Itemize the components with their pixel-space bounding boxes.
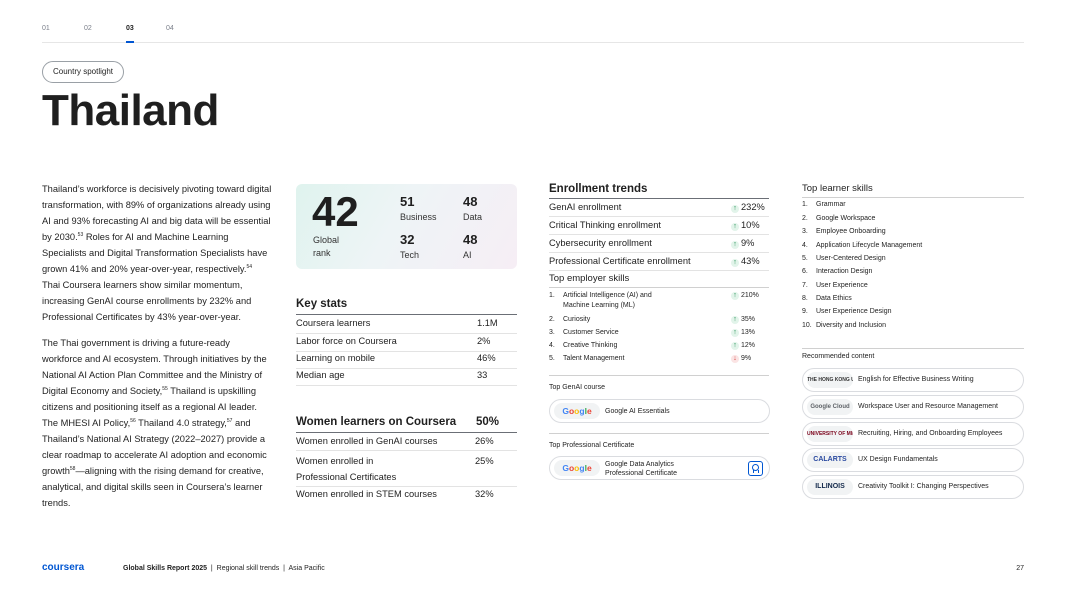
body-text: Thailand’s workforce is decisively pivot… xyxy=(42,181,272,521)
coursera-logo: coursera xyxy=(42,562,85,573)
course-name: Google AI Essentials xyxy=(605,408,670,415)
paragraph-2: The Thai government is driving a future-… xyxy=(42,338,267,508)
tab-01[interactable]: 01 xyxy=(42,25,50,32)
business-rank-label: Business xyxy=(400,212,437,222)
tab-03[interactable]: 03 xyxy=(126,25,134,43)
divider xyxy=(296,432,517,433)
hkust-logo: THE HONG KONG UNIVERSITY OF SCIENCE AND … xyxy=(807,372,853,388)
women-stat-row: Women enrolled in GenAI courses 26% xyxy=(296,434,517,451)
employer-skill-item: 2. Curiosity ↑ 35% xyxy=(549,316,756,324)
arrow-up-icon: ↑ xyxy=(731,342,739,350)
divider xyxy=(296,314,517,315)
arrow-up-icon: ↑ xyxy=(731,259,739,267)
key-stat-row: Median age 33 xyxy=(296,369,517,386)
tab-02[interactable]: 02 xyxy=(84,25,92,32)
arrow-up-icon: ↑ xyxy=(731,292,739,300)
rank-card: 42 Global rank 51 Business 48 Data 32 Te… xyxy=(296,184,517,269)
recommended-item[interactable]: Google Cloud Workspace User and Resource … xyxy=(802,395,1024,419)
recommended-item[interactable]: CALARTS UX Design Fundamentals xyxy=(802,448,1024,472)
top-prof-cert-heading: Top Professional Certificate xyxy=(549,442,635,449)
recommended-item[interactable]: THE HONG KONG UNIVERSITY OF SCIENCE AND … xyxy=(802,368,1024,392)
employer-skill-item: 4. Creative Thinking ↑ 12% xyxy=(549,342,756,350)
enrollment-row: GenAI enrollment ↑ 232% xyxy=(549,199,769,217)
recommended-item[interactable]: UNIVERSITY OF MINNESOTA Driven to Discov… xyxy=(802,422,1024,446)
key-stat-row: Learning on mobile 46% xyxy=(296,352,517,369)
women-stat-row: Women enrolled in Professional Certifica… xyxy=(296,451,517,487)
arrow-up-icon: ↑ xyxy=(731,316,739,324)
cert-name: Google Data Analytics Professional Certif… xyxy=(605,461,677,477)
enrollment-row: Critical Thinking enrollment ↑ 10% xyxy=(549,217,769,235)
divider xyxy=(549,287,769,288)
country-spotlight-badge: Country spotlight xyxy=(42,61,125,83)
women-learners-value: 50% xyxy=(476,416,500,428)
employer-skill-item: 5. Talent Management ↓ 9% xyxy=(549,355,752,363)
data-rank-label: Data xyxy=(463,212,483,222)
tech-rank-value: 32 xyxy=(400,232,415,247)
divider xyxy=(802,348,1024,349)
key-stat-row: Labor force on Coursera 2% xyxy=(296,334,517,352)
prof-cert-card[interactable]: Google Google Data Analytics Professional… xyxy=(549,456,770,480)
footer: coursera Global Skills Report 2025 | Reg… xyxy=(42,562,1024,578)
footnote-ref: 55 xyxy=(162,385,168,392)
footnote-ref: 57 xyxy=(226,417,233,424)
footnote-ref: 53 xyxy=(77,231,84,238)
divider xyxy=(549,433,769,434)
recommended-item[interactable]: ILLINOIS Creativity Toolkit I: Changing P… xyxy=(802,475,1024,499)
page-number: 27 xyxy=(1016,565,1024,572)
employer-skill-item: 1. Artificial Intelligence (AI) and Machi… xyxy=(549,292,759,309)
global-rank-value: 42 xyxy=(312,188,359,235)
global-rank-label: Global rank xyxy=(313,235,340,258)
paragraph-1: Thailand’s workforce is decisively pivot… xyxy=(42,184,272,322)
footer-breadcrumb: Global Skills Report 2025 | Regional ski… xyxy=(123,565,325,572)
tab-04[interactable]: 04 xyxy=(166,25,174,32)
footnote-ref: 58 xyxy=(69,465,76,472)
top-learner-skills-heading: Top learner skills xyxy=(802,183,873,194)
business-rank-value: 51 xyxy=(400,194,415,209)
google-cloud-logo: Google Cloud xyxy=(807,399,853,415)
divider xyxy=(802,197,1024,198)
genai-course-card[interactable]: Google Google AI Essentials xyxy=(549,399,770,423)
illinois-logo: ILLINOIS xyxy=(807,479,853,495)
arrow-up-icon: ↑ xyxy=(731,329,739,337)
arrow-up-icon: ↑ xyxy=(731,223,739,231)
page-title: Thailand xyxy=(42,86,219,135)
divider xyxy=(549,375,769,376)
women-stat-row: Women enrolled in STEM courses 32% xyxy=(296,489,494,499)
enrollment-trends-heading: Enrollment trends xyxy=(549,183,648,195)
section-tabs: 01 02 03 04 xyxy=(42,25,1024,43)
top-genai-course-heading: Top GenAI course xyxy=(549,384,606,391)
footnote-ref: 54 xyxy=(246,263,253,270)
google-logo: Google xyxy=(554,460,600,476)
divider xyxy=(549,198,769,199)
employer-skill-item: 3. Customer Service ↑ 13% xyxy=(549,329,756,337)
enrollment-row: Cybersecurity enrollment ↑ 9% xyxy=(549,235,769,253)
enrollment-row: Professional Certificate enrollment ↑ 43% xyxy=(549,253,769,271)
calarts-logo: CALARTS xyxy=(807,452,853,468)
ai-rank-label: AI xyxy=(463,250,472,260)
key-stat-row: Coursera learners 1.1M xyxy=(296,316,517,334)
top-employer-skills-heading: Top employer skills xyxy=(549,273,630,284)
google-logo: Google xyxy=(554,403,600,419)
tech-rank-label: Tech xyxy=(400,250,420,260)
women-learners-heading: Women learners on Coursera xyxy=(296,416,457,428)
arrow-up-icon: ↑ xyxy=(731,205,739,213)
umn-logo: UNIVERSITY OF MINNESOTA Driven to Discov… xyxy=(807,426,853,442)
key-stats-heading: Key stats xyxy=(296,298,348,310)
data-rank-value: 48 xyxy=(463,194,478,209)
ai-rank-value: 48 xyxy=(463,232,478,247)
recommended-content-heading: Recommended content xyxy=(802,353,875,360)
certificate-icon xyxy=(748,461,763,476)
footnote-ref: 56 xyxy=(130,417,136,424)
arrow-up-icon: ↑ xyxy=(731,241,739,249)
arrow-down-icon: ↓ xyxy=(731,355,739,363)
